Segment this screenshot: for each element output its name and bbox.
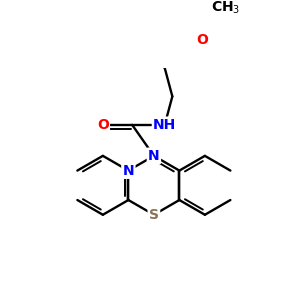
Text: CH$_3$: CH$_3$ xyxy=(211,0,241,16)
Text: O: O xyxy=(196,32,208,46)
Text: N: N xyxy=(148,149,160,163)
Text: S: S xyxy=(149,208,159,222)
Text: O: O xyxy=(97,118,109,132)
Text: NH: NH xyxy=(153,118,176,132)
Text: N: N xyxy=(123,164,134,178)
